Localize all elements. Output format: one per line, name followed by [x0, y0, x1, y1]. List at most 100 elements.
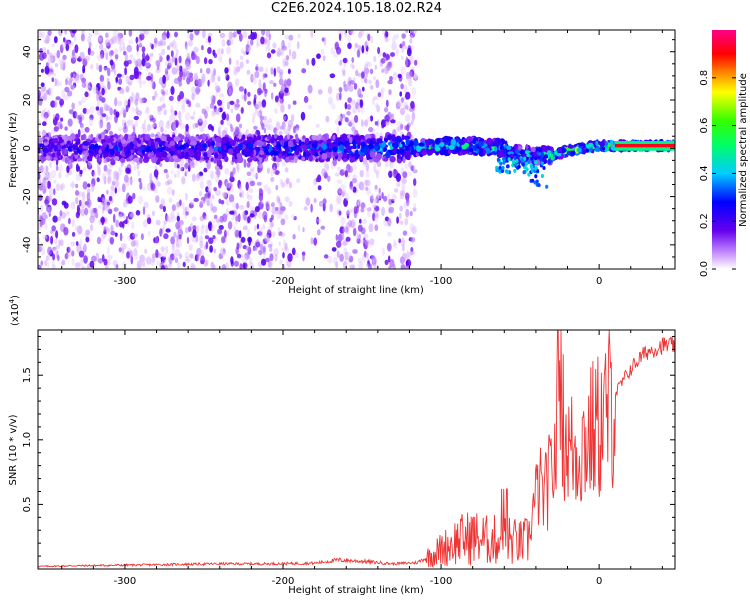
spectrogram-noise-cell [113, 175, 119, 181]
spectrogram-noise-cell [301, 68, 307, 74]
spectrogram-ridge-cell [160, 135, 167, 142]
spectrogram-ridge-cell [165, 146, 171, 152]
spectrogram-ridge-cell [439, 149, 445, 156]
spectrogram-noise-cell [388, 198, 393, 206]
spectrogram-noise-cell [138, 42, 143, 48]
spectrogram-noise-cell [402, 171, 408, 179]
spectrogram-noise-cell [130, 240, 136, 247]
spectrogram-noise-cell [339, 92, 342, 101]
spectrogram-noise-cell [195, 76, 199, 85]
spectrogram-noise-cell [88, 33, 93, 38]
spectrogram-noise-cell [146, 75, 152, 81]
spectrogram-noise-cell [143, 119, 147, 125]
spectrogram-noise-cell [308, 104, 312, 110]
spectrogram-ridge-cell [454, 145, 459, 153]
spectrogram-noise-cell [199, 180, 204, 189]
spectrogram-noise-cell [196, 88, 201, 93]
spectrogram-noise-cell [240, 107, 244, 114]
spectrogram-noise-cell [112, 213, 116, 223]
spectrogram-ridge-cell [159, 143, 162, 148]
spectrogram-noise-cell [222, 248, 226, 255]
spectrogram-noise-cell [318, 200, 324, 207]
spectrogram-noise-cell [207, 221, 213, 230]
spectrogram-noise-cell [42, 129, 47, 137]
spectrogram-noise-cell [170, 86, 175, 95]
spectrogram-noise-cell [224, 167, 230, 175]
spectrogram-noise-cell [106, 246, 110, 255]
spectrogram-noise-cell [48, 209, 51, 218]
spectrogram-ridge-cell [236, 152, 243, 159]
spectrogram-noise-cell [267, 187, 272, 195]
spectrogram-noise-cell [359, 30, 365, 37]
spectrogram-noise-cell [246, 69, 251, 75]
snr-series-line [38, 330, 675, 569]
spectrogram-noise-cell [373, 76, 377, 81]
spectrogram-noise-cell [182, 207, 186, 216]
spectrogram-noise-cell [82, 64, 86, 74]
spectrogram-noise-cell [95, 82, 101, 91]
spectrogram-noise-cell [279, 259, 283, 265]
spectrogram-noise-cell [192, 237, 195, 243]
spectrogram-noise-cell [372, 96, 377, 101]
spectrogram-ridge-cell [227, 148, 234, 155]
spectrogram-noise-cell [119, 110, 123, 115]
spectrogram-noise-cell [41, 247, 46, 256]
spectrogram-noise-cell [74, 262, 81, 268]
spectrogram-ridge-cell [439, 142, 445, 147]
spectrogram-noise-cell [170, 108, 175, 117]
spectrogram-ridge-cell [154, 141, 159, 149]
spectrogram-noise-cell [275, 206, 279, 212]
spectrogram-noise-cell [373, 209, 377, 215]
spectrogram-noise-cell [377, 46, 381, 55]
spectrogram-noise-cell [267, 167, 270, 174]
spectrogram-noise-cell [103, 258, 108, 266]
spectrogram-noise-cell [110, 68, 115, 73]
spectrogram-noise-cell [201, 79, 206, 84]
spectrogram-ridge-cell [206, 150, 212, 158]
spectrogram-noise-cell [159, 96, 163, 103]
spectrogram-noise-cell [142, 127, 147, 135]
spectrogram-noise-cell [387, 80, 393, 85]
spectrogram-noise-cell [244, 88, 247, 96]
spectrogram-noise-cell [174, 45, 178, 52]
spectrogram-noise-cell [292, 247, 296, 256]
spectrogram-noise-cell [356, 205, 359, 214]
spectrogram-noise-cell [322, 55, 326, 62]
spectrogram-noise-cell [376, 104, 380, 113]
spectrogram-noise-cell [43, 180, 48, 190]
spectrogram-noise-cell [349, 264, 355, 269]
spectrogram-ridge-cell [432, 140, 435, 148]
spectrogram-noise-cell [175, 201, 180, 210]
spectrogram-noise-cell [135, 210, 141, 216]
spectrogram-noise-cell [132, 126, 136, 134]
spectrogram-noise-cell [121, 247, 125, 255]
spectrogram-ridge-cell [434, 146, 441, 152]
spectrogram-noise-cell [250, 168, 254, 174]
spectrogram-ridge-cell [298, 139, 302, 147]
spectrogram-noise-cell [346, 104, 352, 110]
spectrogram-ridge-cell [188, 151, 195, 157]
spectrogram-noise-cell [340, 184, 346, 191]
spectrogram-noise-cell [97, 196, 101, 203]
spectrogram-noise-cell [337, 233, 343, 242]
spectrogram-noise-cell [257, 231, 263, 236]
spectrogram-noise-cell [393, 239, 396, 247]
spectrogram-noise-cell [342, 240, 348, 246]
spectrogram-noise-cell [396, 126, 402, 132]
spectrogram-ridge-cell [293, 156, 298, 164]
spectrogram-noise-cell [334, 172, 341, 177]
spectrogram-noise-cell [48, 87, 51, 96]
spectrogram-noise-cell [280, 218, 286, 226]
spectrogram-noise-cell [56, 79, 60, 87]
spectrogram-noise-cell [360, 208, 365, 213]
spectrogram-noise-cell [238, 184, 243, 191]
spectrogram-noise-cell [364, 179, 369, 186]
spectrogram-noise-cell [336, 195, 340, 205]
spectrogram-noise-cell [401, 41, 406, 47]
spectrogram-noise-cell [211, 206, 218, 213]
spectrogram-noise-cell [372, 204, 377, 209]
spectrogram-noise-cell [348, 30, 353, 36]
spectrogram-noise-cell [221, 250, 226, 256]
spectrogram-ridge-cell [355, 149, 359, 156]
spectrogram-noise-cell [114, 187, 118, 194]
